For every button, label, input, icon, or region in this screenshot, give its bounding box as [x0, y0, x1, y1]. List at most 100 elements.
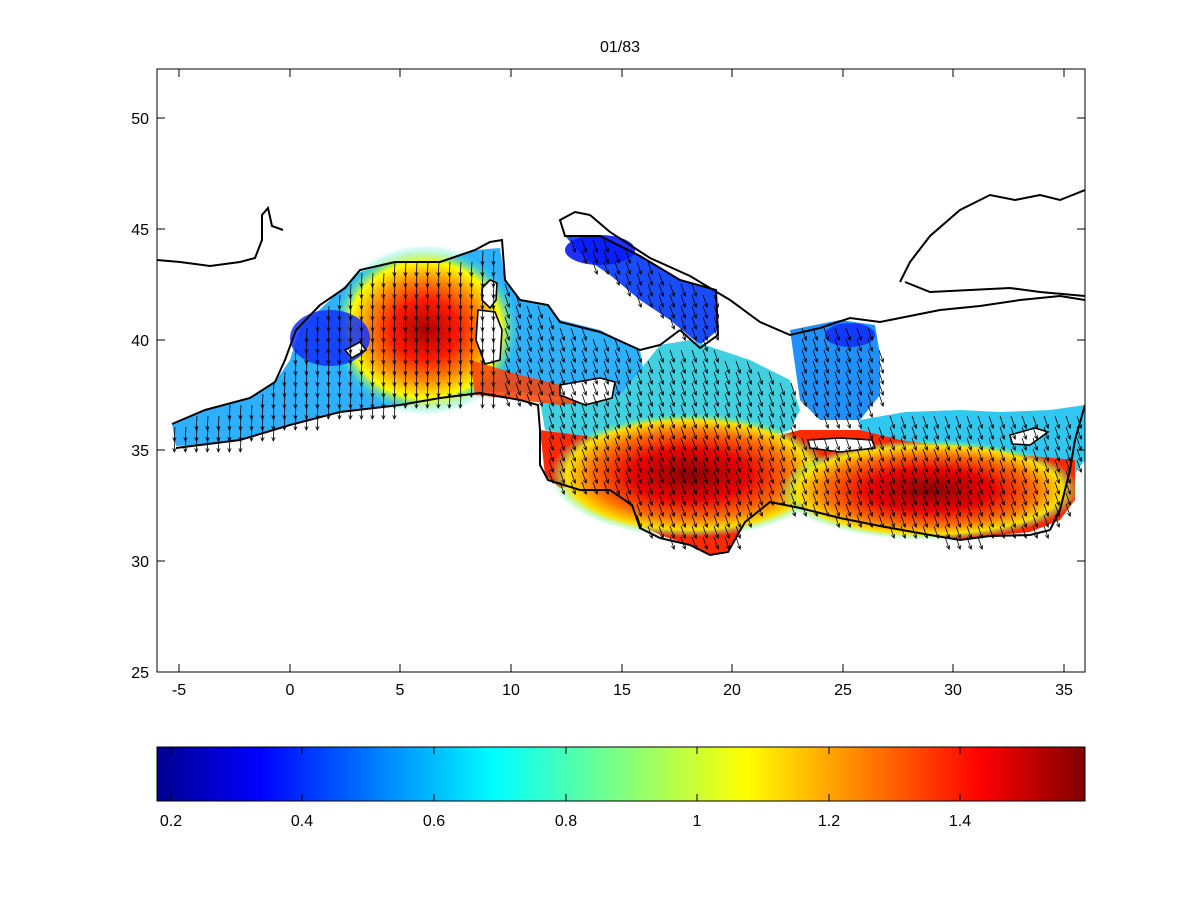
x-tick-label: 5: [396, 682, 405, 699]
wind-arrow: [867, 470, 874, 484]
wind-arrow: [403, 294, 408, 310]
wind-arrow: [922, 525, 929, 539]
wind-arrow: [966, 525, 973, 539]
wind-arrow: [603, 250, 610, 264]
wind-arrow: [691, 459, 698, 473]
wind-arrow: [977, 525, 984, 539]
wind-arrow: [647, 481, 654, 495]
wind-arrow: [491, 316, 496, 332]
wind-arrow: [537, 316, 544, 330]
wind-arrow: [581, 338, 588, 352]
wind-arrow: [458, 360, 463, 376]
wind-arrow: [911, 415, 918, 429]
wind-arrow: [944, 525, 951, 539]
wind-arrow: [458, 327, 463, 343]
wind-arrow: [480, 294, 485, 310]
wind-arrow: [735, 514, 742, 528]
wind-arrow: [1043, 426, 1050, 440]
wind-arrow: [381, 371, 386, 387]
wind-arrow: [878, 470, 885, 484]
wind-vector-field: [172, 239, 1083, 550]
wind-arrow: [1010, 437, 1017, 451]
wind-arrow: [856, 514, 863, 528]
wind-arrow: [702, 448, 709, 462]
wind-arrow: [1043, 437, 1050, 451]
wind-arrow: [436, 382, 441, 398]
wind-arrow: [757, 481, 764, 495]
wind-arrow: [669, 459, 676, 473]
wind-arrow: [1076, 415, 1083, 429]
wind-arrow: [381, 404, 386, 420]
wind-arrow: [834, 514, 841, 528]
wind-arrow: [447, 261, 452, 277]
wind-arrow: [999, 426, 1006, 440]
wind-arrow: [977, 470, 984, 484]
wind-arrow: [227, 426, 232, 442]
wind-arrow: [304, 338, 309, 354]
wind-arrow: [1043, 481, 1050, 495]
wind-arrow: [647, 261, 654, 275]
wind-arrow: [559, 481, 566, 495]
wind-arrow: [922, 481, 929, 495]
wind-arrow: [1076, 426, 1083, 440]
wind-arrow: [414, 393, 419, 409]
wind-arrow: [702, 404, 709, 418]
wind-arrow: [889, 437, 896, 451]
wind-arrow: [359, 327, 364, 343]
y-tick-label: 45: [131, 222, 149, 239]
wind-arrow: [669, 371, 676, 385]
wind-arrow: [337, 338, 342, 354]
wind-arrow: [790, 415, 797, 429]
wind-arrow: [713, 459, 720, 473]
x-tick: 15: [613, 69, 631, 699]
wind-arrow: [658, 393, 665, 407]
map-plot-area: [157, 189, 1085, 557]
wind-arrow: [392, 316, 397, 332]
wind-arrow: [702, 470, 709, 484]
wind-arrow: [900, 448, 907, 462]
wind-arrow: [647, 525, 654, 539]
wind-arrow: [757, 371, 764, 385]
wind-arrow: [823, 327, 830, 341]
wind-arrow: [779, 437, 786, 451]
wind-arrow: [812, 327, 819, 341]
wind-arrow: [348, 338, 353, 354]
wind-arrow: [691, 415, 698, 429]
wind-arrow: [625, 261, 632, 275]
sea-ionian: [540, 340, 800, 440]
wind-arrow: [1065, 481, 1072, 495]
wind-arrow: [768, 448, 775, 462]
wind-arrow: [559, 371, 566, 385]
wind-arrow: [647, 470, 654, 484]
wind-arrow: [1054, 426, 1061, 440]
wind-arrow: [647, 360, 654, 374]
wind-arrow: [548, 316, 555, 330]
wind-arrow: [702, 371, 709, 385]
wind-arrow: [724, 404, 731, 418]
wind-arrow: [592, 448, 599, 462]
wind-arrow: [381, 305, 386, 321]
wind-arrow: [559, 338, 566, 352]
wind-arrow: [856, 481, 863, 495]
wind-arrow: [1021, 492, 1028, 506]
wind-arrow: [548, 470, 555, 484]
wind-arrow: [713, 327, 720, 341]
wind-arrow: [636, 382, 643, 396]
wind-arrow: [526, 371, 533, 385]
wind-arrow: [348, 393, 353, 409]
wind-arrow: [504, 338, 511, 352]
wind-arrow: [592, 349, 599, 363]
wind-arrow: [955, 536, 962, 550]
wind-arrow: [392, 349, 397, 365]
wind-arrow: [526, 327, 533, 341]
wind-arrow: [1032, 481, 1039, 495]
wind-arrow: [900, 459, 907, 473]
wind-arrow: [955, 503, 962, 517]
wind-arrow: [603, 382, 610, 396]
wind-arrow: [370, 327, 375, 343]
wind-arrow: [581, 437, 588, 451]
wind-arrow: [845, 470, 852, 484]
wind-arrow: [856, 459, 863, 473]
wind-arrow: [867, 459, 874, 473]
wind-arrow: [548, 360, 555, 374]
